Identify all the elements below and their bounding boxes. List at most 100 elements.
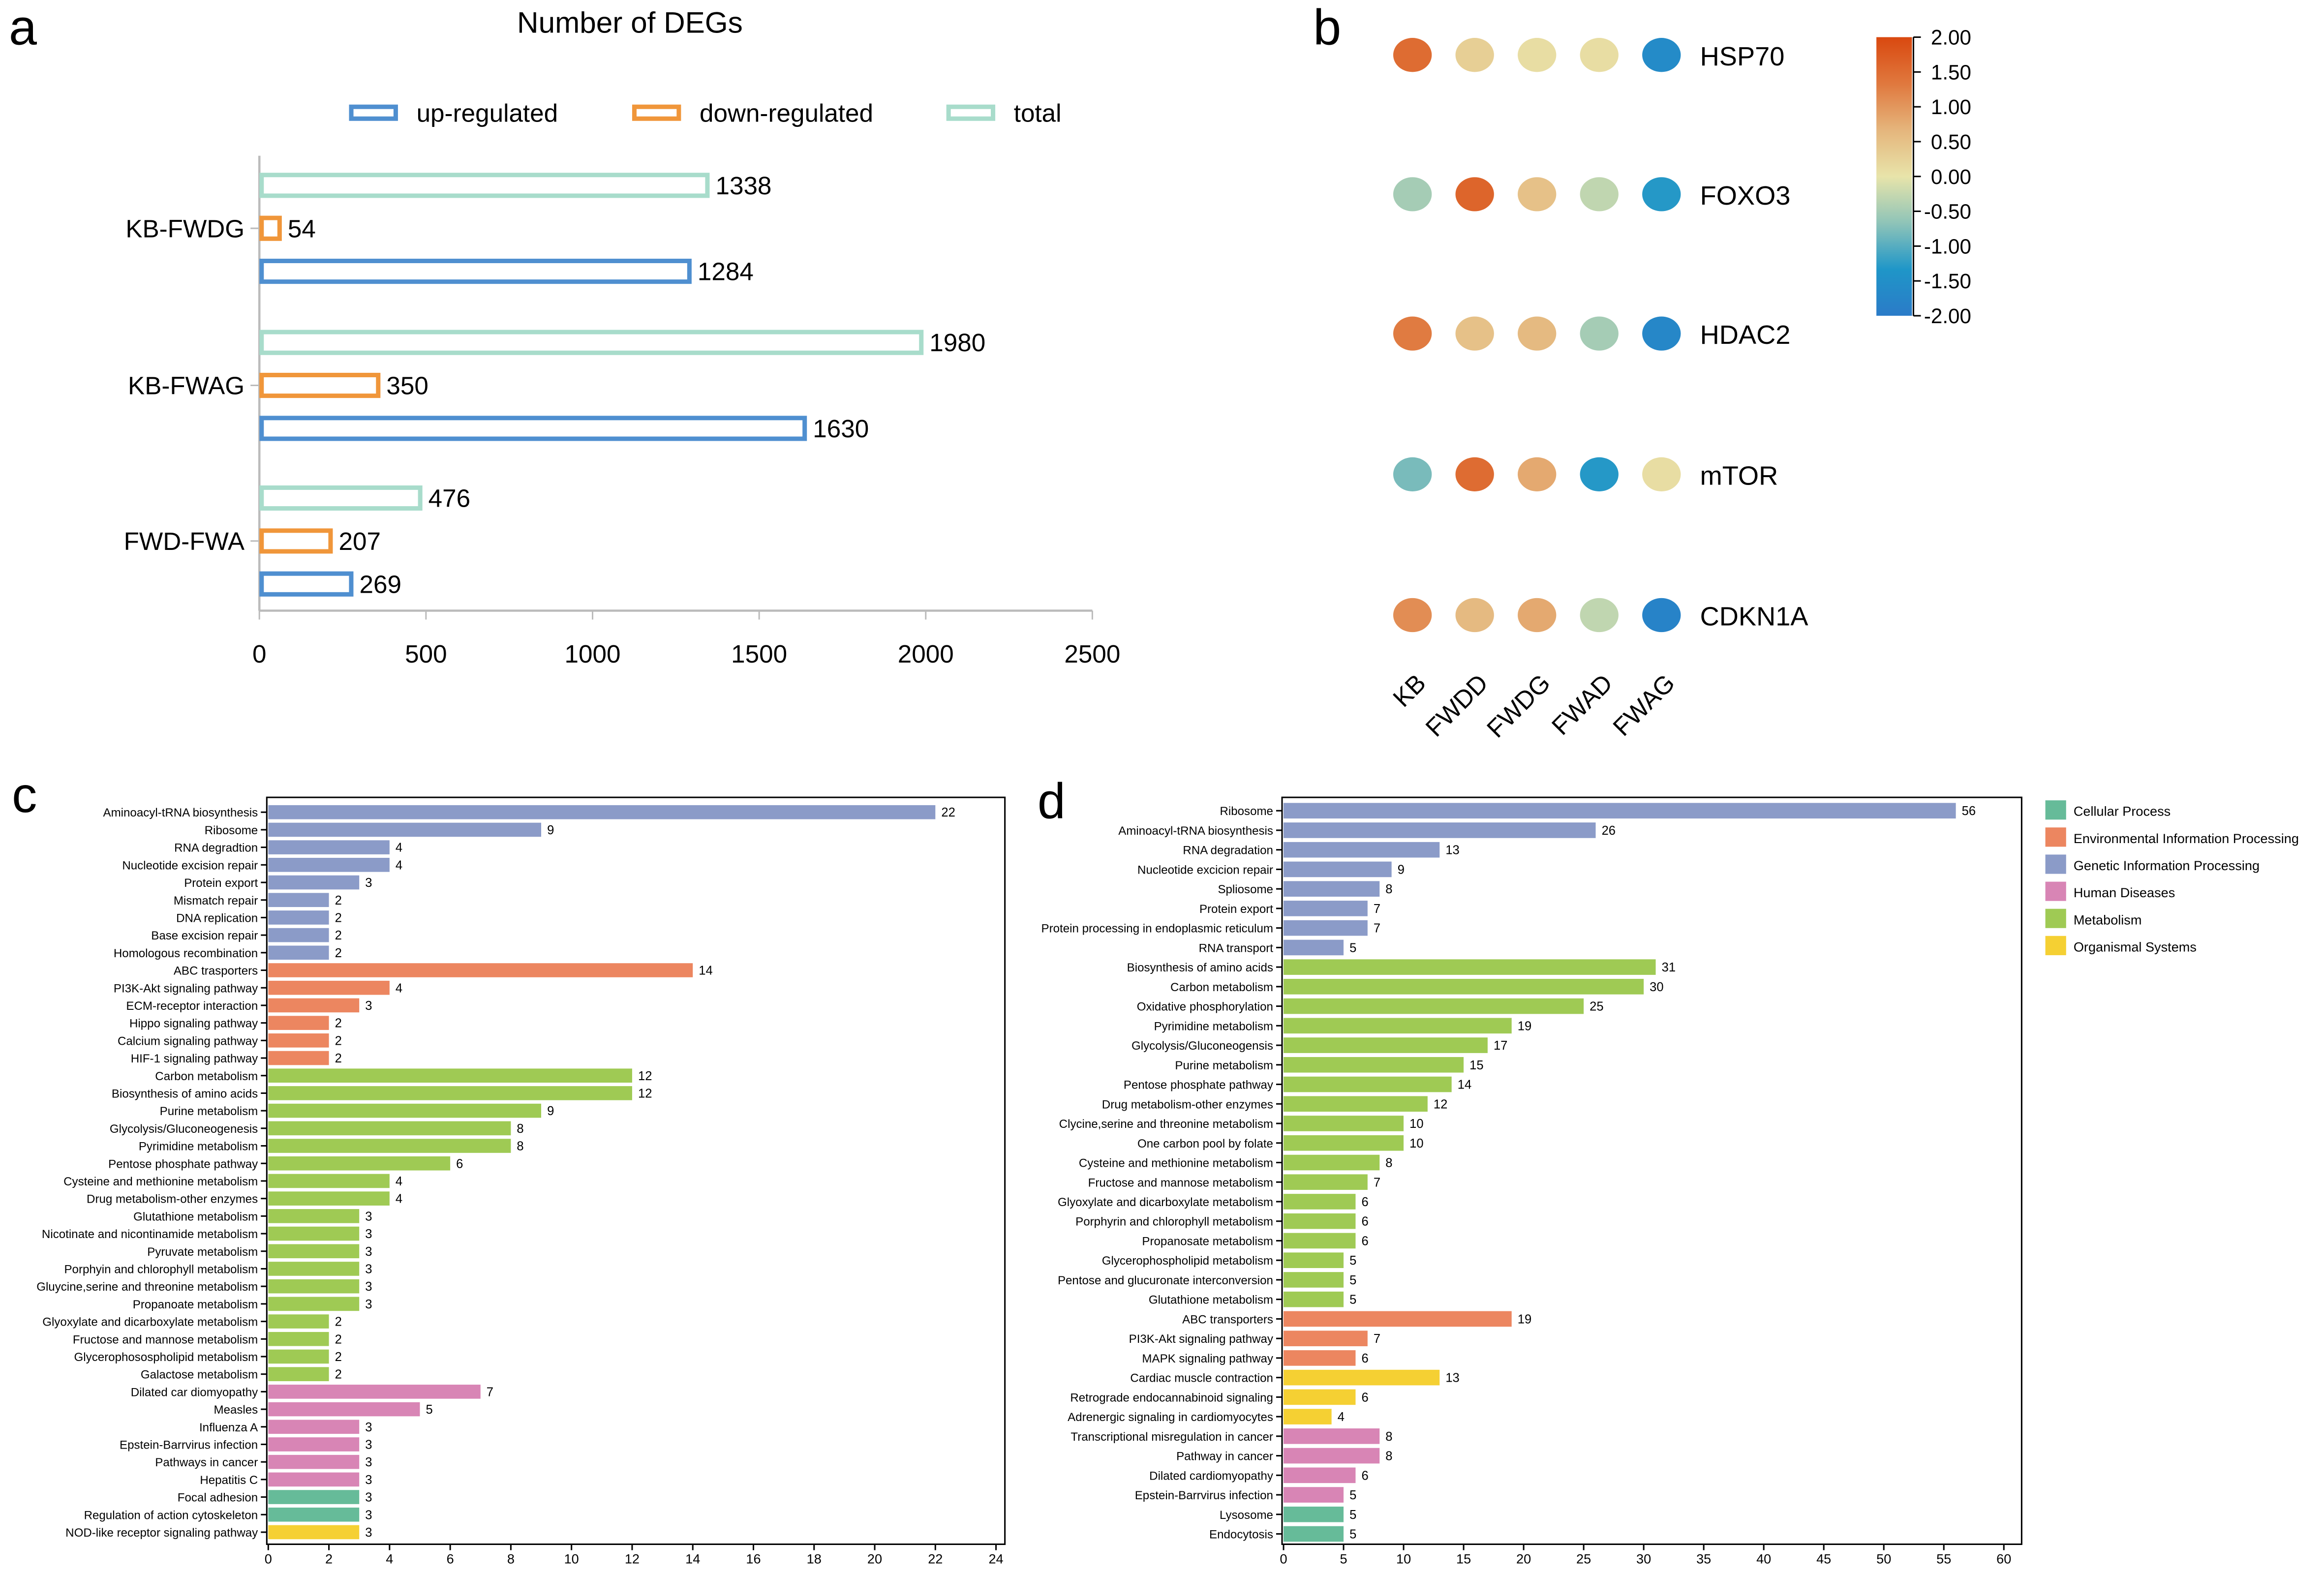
bar-value-label: 6 bbox=[1362, 1469, 1369, 1483]
pathway-label: HIF-1 signaling pathway bbox=[131, 1052, 258, 1065]
pathway-label: Epstein-Barrvirus infection bbox=[120, 1438, 258, 1452]
pathway-label: Hippo signaling pathway bbox=[129, 1017, 258, 1030]
dot-CDKN1A-FWDD bbox=[1455, 598, 1494, 633]
bar-value-label: 3 bbox=[365, 1227, 372, 1241]
bar-metabolism bbox=[268, 1262, 360, 1276]
bar-metabolism bbox=[1284, 1154, 1380, 1171]
chart-title: Number of DEGs bbox=[517, 6, 743, 39]
pathway-label: Aminoacyl-tRNA biosynthesis bbox=[1118, 824, 1273, 838]
x-tick-label: 20 bbox=[867, 1551, 882, 1567]
pathway-label: Drug metabolism-other enzymes bbox=[1102, 1098, 1273, 1111]
pathway-label: One carbon pool by folate bbox=[1137, 1137, 1273, 1150]
bar-genetic-information-processing bbox=[268, 875, 360, 890]
category-label: KB-FWDG bbox=[125, 214, 245, 242]
bar-environmental-information-processing bbox=[268, 963, 693, 977]
bar-value-label: 13 bbox=[1445, 1371, 1459, 1385]
bar-cellular-process bbox=[268, 1507, 360, 1522]
legend-label: Genetic Information Processing bbox=[2074, 858, 2260, 873]
gene-label: HDAC2 bbox=[1700, 320, 1791, 350]
pathway-label: Biosynthesis of amino acids bbox=[112, 1087, 258, 1100]
bar-down-regulated bbox=[259, 528, 333, 554]
gene-label: mTOR bbox=[1700, 461, 1778, 490]
bar-total bbox=[259, 330, 924, 355]
pathway-label: Calcium signaling pathway bbox=[118, 1034, 258, 1048]
x-tick-label: 25 bbox=[1576, 1551, 1591, 1567]
pathway-label: PI3K-Akt signaling pathway bbox=[1129, 1332, 1273, 1346]
pathway-label: ABC transporters bbox=[1182, 1313, 1273, 1326]
x-tick-label: 8 bbox=[507, 1551, 515, 1567]
bar-genetic-information-processing bbox=[1284, 842, 1440, 858]
bar-value-label: 13 bbox=[1445, 844, 1459, 857]
plot-frame bbox=[266, 796, 1006, 1545]
pathway-label: Spliosome bbox=[1218, 883, 1273, 896]
x-tick-label: 10 bbox=[1396, 1551, 1411, 1567]
pathway-label: RNA transport bbox=[1199, 941, 1274, 955]
bar-metabolism bbox=[268, 1103, 542, 1118]
x-tick-label: 50 bbox=[1876, 1551, 1891, 1567]
x-tick-label: 5 bbox=[1340, 1551, 1347, 1567]
pathway-label: NOD-like receptor signaling pathway bbox=[65, 1526, 258, 1540]
legend-label: Organismal Systems bbox=[2074, 939, 2197, 954]
x-tick-label: 60 bbox=[1996, 1551, 2011, 1567]
bar-genetic-information-processing bbox=[1284, 920, 1368, 936]
bar-genetic-information-processing bbox=[268, 822, 542, 837]
pathway-label: Drug metabolism-other enzymes bbox=[87, 1193, 258, 1206]
pathway-label: Clycine,serine and threonine metabolism bbox=[1059, 1118, 1273, 1131]
bar-value-label: 14 bbox=[699, 964, 712, 978]
pathway-label: Nucleotide excision repair bbox=[122, 859, 258, 872]
bar-genetic-information-processing bbox=[268, 858, 390, 872]
pathway-label: Dilated car diomyopathy bbox=[131, 1386, 258, 1399]
bar-up-regulated bbox=[259, 258, 692, 284]
x-tick-label: 2 bbox=[325, 1551, 333, 1567]
bar-value-label: 5 bbox=[1349, 941, 1356, 955]
colorbar-tick-label: 0.50 bbox=[1931, 130, 1971, 153]
dot-HSP70-FWDG bbox=[1518, 38, 1557, 72]
x-tick-label: 55 bbox=[1936, 1551, 1951, 1567]
pathway-label: Ribosome bbox=[1220, 805, 1273, 818]
bar-value-label: 3 bbox=[365, 999, 372, 1013]
pathway-label: Hepatitis C bbox=[200, 1474, 258, 1487]
bar-value-label: 14 bbox=[1458, 1078, 1471, 1092]
bar-metabolism bbox=[268, 1314, 329, 1329]
bar-value-label: 2 bbox=[335, 1332, 342, 1346]
bar-genetic-information-processing bbox=[1284, 803, 1956, 819]
bar-value-label: 3 bbox=[365, 1438, 372, 1452]
pathway-label: Glyoxylate and dicarboxylate metabolism bbox=[42, 1316, 258, 1329]
pathway-label: Pyrimidine metabolism bbox=[139, 1140, 258, 1153]
x-tick-label: 15 bbox=[1456, 1551, 1471, 1567]
dot-FOXO3-FWAD bbox=[1580, 177, 1619, 212]
bar-cellular-process bbox=[1284, 1506, 1344, 1522]
pathway-label: Porphyrin and chlorophyll metabolism bbox=[1075, 1215, 1273, 1229]
column-label: FWAD bbox=[1546, 669, 1618, 741]
panel-label-c: c bbox=[12, 766, 37, 823]
bar-metabolism bbox=[268, 1244, 360, 1259]
pathway-label: Oxidative phosphorylation bbox=[1137, 1000, 1273, 1014]
x-tick-label: 10 bbox=[564, 1551, 579, 1567]
dot-FOXO3-FWDG bbox=[1518, 177, 1557, 212]
pathway-label: Pathways in cancer bbox=[155, 1456, 258, 1469]
bar-up-regulated bbox=[259, 416, 807, 441]
bar-value-label: 3 bbox=[365, 1508, 372, 1522]
x-tick-label: 1500 bbox=[731, 640, 787, 668]
bar-value-label: 15 bbox=[1469, 1059, 1483, 1072]
x-tick-label: 4 bbox=[386, 1551, 393, 1567]
pathway-label: Porphyin and chlorophyll metabolism bbox=[64, 1263, 258, 1276]
pathway-label: Pentose phosphate pathway bbox=[1124, 1079, 1273, 1092]
bar-metabolism bbox=[268, 1139, 511, 1153]
bar-value-label: 269 bbox=[360, 570, 401, 598]
legend-swatch bbox=[2045, 908, 2066, 928]
x-tick-label: 0 bbox=[265, 1551, 272, 1567]
colorbar-tick-label: -0.50 bbox=[1924, 200, 1971, 223]
panel-label-b: b bbox=[1313, 0, 1341, 56]
bar-cellular-process bbox=[268, 1490, 360, 1504]
bar-metabolism bbox=[268, 1191, 390, 1206]
bar-metabolism bbox=[268, 1121, 511, 1136]
legend-swatch bbox=[2045, 827, 2066, 847]
bar-value-label: 1284 bbox=[698, 258, 754, 286]
bar-value-label: 7 bbox=[1374, 902, 1380, 916]
dot-CDKN1A-KB bbox=[1393, 598, 1432, 633]
pathway-label: Retrograde endocannabinoid signaling bbox=[1070, 1391, 1273, 1404]
bar-value-label: 54 bbox=[288, 214, 316, 242]
